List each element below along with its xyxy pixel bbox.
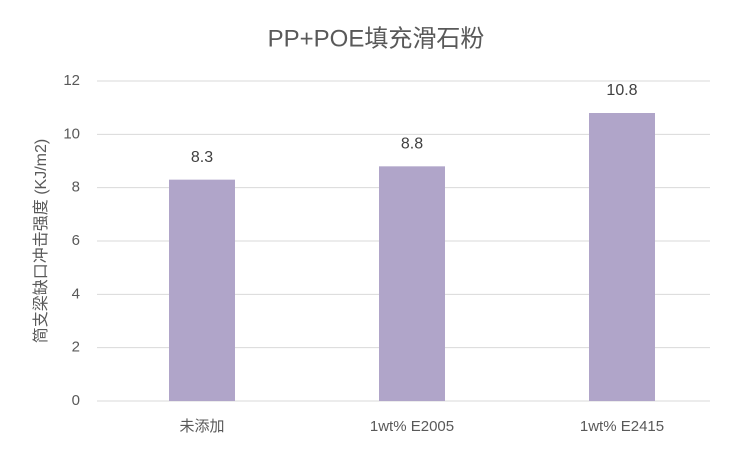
y-tick-label: 6 [72, 232, 80, 249]
bar [589, 113, 655, 401]
y-tick-label: 12 [63, 72, 80, 89]
bar [169, 179, 235, 401]
y-tick-label: 4 [72, 285, 80, 302]
y-tick-label: 2 [72, 339, 80, 356]
y-tick-label: 0 [72, 392, 80, 409]
data-label: 8.8 [401, 136, 423, 153]
y-axis-label: 简支梁缺口冲击强度 (KJ/m2) [32, 139, 50, 343]
x-tick-label: 1wt% E2005 [370, 418, 454, 435]
x-tick-label: 1wt% E2415 [580, 418, 664, 435]
bar [379, 166, 445, 401]
y-tick-label: 8 [72, 179, 80, 196]
data-label: 8.3 [191, 149, 213, 166]
data-label: 10.8 [606, 82, 637, 99]
chart-title: PP+POE填充滑石粉 [268, 25, 485, 52]
x-tick-label: 未添加 [179, 418, 224, 435]
y-tick-label: 10 [63, 125, 80, 142]
